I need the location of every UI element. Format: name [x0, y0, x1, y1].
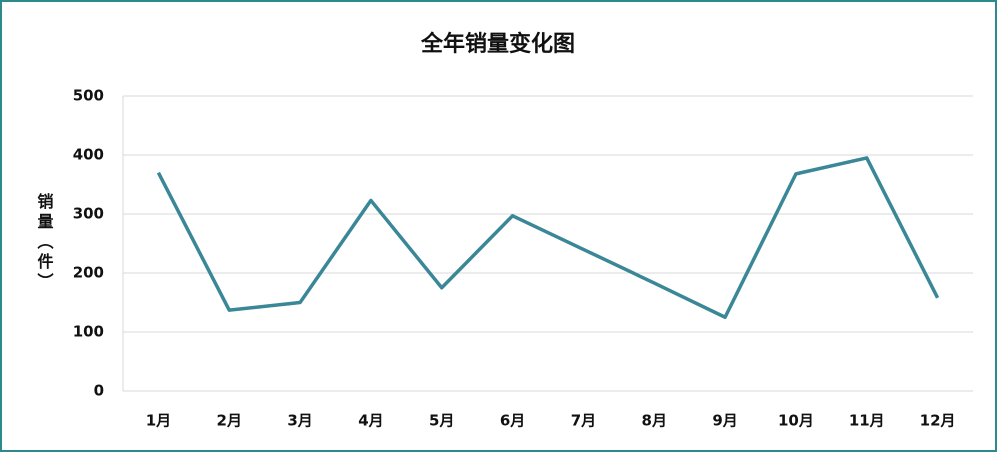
- y-tick-label: 400: [73, 146, 104, 164]
- data-line: [156, 156, 940, 319]
- y-tick-label: 300: [73, 205, 104, 223]
- x-tick-label: 1月: [146, 412, 171, 430]
- x-tick-label: 11月: [849, 412, 885, 430]
- chart-title: 全年销量变化图: [420, 31, 575, 57]
- x-tick-label: 3月: [287, 412, 312, 430]
- x-tick-label: 9月: [712, 412, 737, 430]
- x-tick-label: 12月: [920, 412, 956, 430]
- x-tick-label: 8月: [642, 412, 667, 430]
- x-tick-label: 4月: [358, 412, 383, 430]
- y-tick-label: 0: [94, 382, 104, 400]
- x-tick-label: 10月: [778, 412, 814, 430]
- x-tick-label: 2月: [217, 412, 242, 430]
- x-tick-label: 6月: [500, 412, 525, 430]
- y-tick-label: 500: [73, 87, 104, 105]
- x-tick-label: 7月: [571, 412, 596, 430]
- y-axis-label: 销量（件）: [35, 192, 54, 293]
- x-tick-label: 5月: [429, 412, 454, 430]
- y-tick-label: 100: [73, 323, 104, 341]
- y-tick-label: 200: [73, 264, 104, 282]
